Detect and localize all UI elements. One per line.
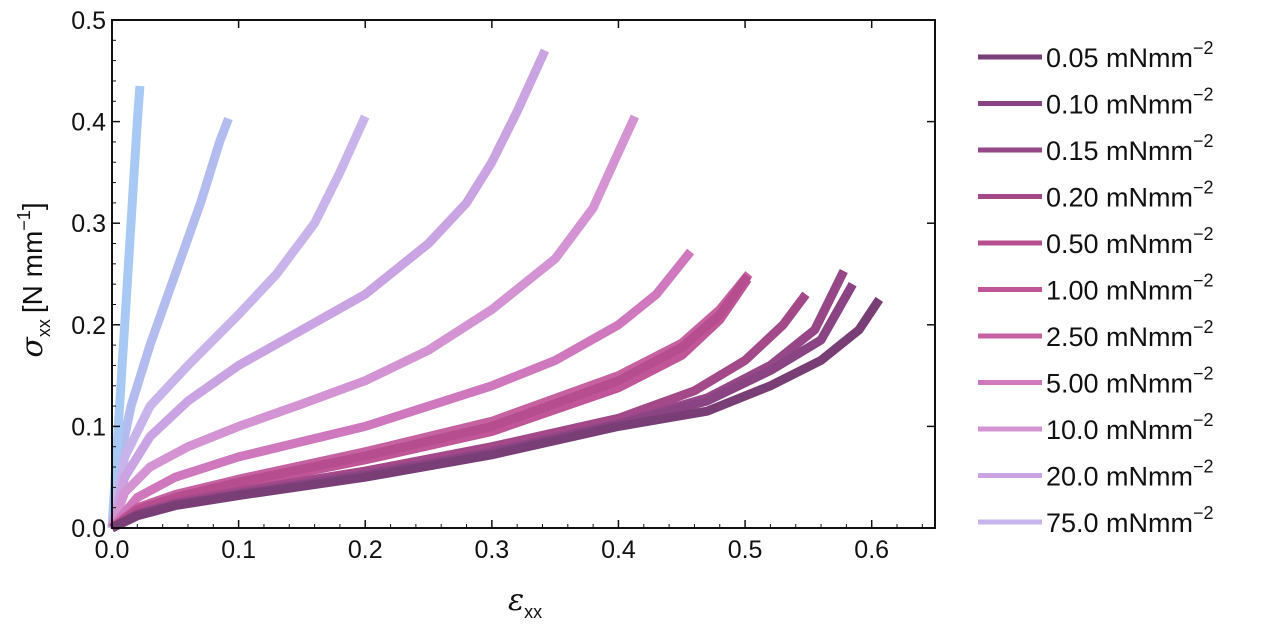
y-tick-label: 0.5 bbox=[71, 7, 106, 35]
series-line-9 bbox=[107, 48, 550, 530]
legend-label: 5.00 mNmm−2 bbox=[1046, 364, 1214, 399]
series-line-0 bbox=[110, 296, 884, 533]
y-tick-label: 0.4 bbox=[71, 109, 106, 137]
plot-frame bbox=[111, 19, 936, 529]
x-ticks: 0.0 0.1 0.2 0.3 0.4 0.5 0.6 bbox=[95, 20, 923, 564]
x-tick-label: 0.4 bbox=[601, 536, 636, 564]
legend-label: 0.15 mNmm−2 bbox=[1046, 131, 1214, 166]
series-line-10 bbox=[107, 114, 370, 529]
legend-label: 0.05 mNmm−2 bbox=[1046, 38, 1214, 73]
curves-layer bbox=[107, 48, 884, 533]
y-tick-label: 0.0 bbox=[71, 515, 106, 543]
x-tick-label: 0.0 bbox=[95, 536, 130, 564]
y-axis-title: σxx[N mm−1] bbox=[14, 202, 54, 357]
x-tick-label: 0.6 bbox=[854, 536, 889, 564]
x-axis-title: εxx bbox=[508, 583, 542, 622]
y-tick-label: 0.1 bbox=[71, 413, 106, 441]
extra-series-line-1 bbox=[107, 85, 145, 529]
y-ticks: 0.0 0.1 0.2 0.3 0.4 0.5 bbox=[71, 7, 935, 543]
x-tick-label: 0.1 bbox=[221, 536, 256, 564]
legend-label: 2.50 mNmm−2 bbox=[1046, 317, 1214, 352]
legend-label: 1.00 mNmm−2 bbox=[1046, 271, 1214, 306]
y-tick-label: 0.2 bbox=[71, 312, 106, 340]
x-tick-label: 0.5 bbox=[728, 536, 763, 564]
legend-label: 20.0 mNmm−2 bbox=[1046, 457, 1214, 492]
legend-label: 0.20 mNmm−2 bbox=[1046, 178, 1214, 213]
legend: 0.05 mNmm−2 0.10 mNmm−2 0.15 mNmm−2 0.20 mN… bbox=[978, 38, 1214, 538]
legend-label: 0.10 mNmm−2 bbox=[1046, 85, 1214, 120]
x-tick-label: 0.2 bbox=[348, 536, 383, 564]
x-tick-label: 0.3 bbox=[474, 536, 509, 564]
legend-label: 0.50 mNmm−2 bbox=[1046, 224, 1214, 259]
legend-label: 75.0 mNmm−2 bbox=[1046, 503, 1214, 538]
legend-label: 10.0 mNmm−2 bbox=[1046, 410, 1214, 445]
y-tick-label: 0.3 bbox=[71, 210, 106, 238]
series-line-8 bbox=[107, 114, 639, 530]
series-line-7 bbox=[108, 248, 695, 531]
